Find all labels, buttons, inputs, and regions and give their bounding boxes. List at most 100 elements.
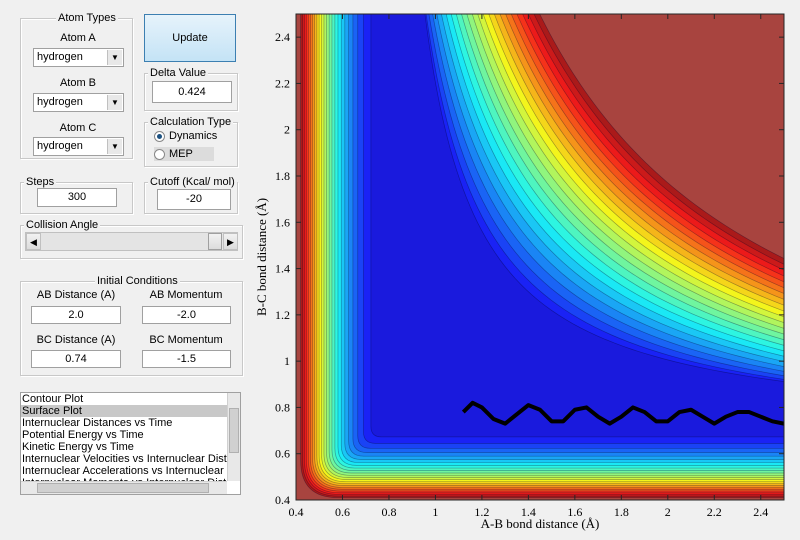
field-input[interactable]: -1.5 xyxy=(142,350,231,368)
steps-input[interactable]: 300 xyxy=(37,188,117,207)
list-item[interactable]: Surface Plot xyxy=(21,405,227,417)
y-tick-label: 2.4 xyxy=(275,30,290,44)
cutoff-panel: Cutoff (Kcal/ mol) xyxy=(144,176,238,214)
y-tick-label: 2.2 xyxy=(275,76,290,90)
radio-dot[interactable] xyxy=(154,148,165,160)
list-item[interactable]: Internuclear Distances vs Time xyxy=(22,417,173,429)
scroll-thumb[interactable] xyxy=(229,408,239,453)
atom-select[interactable]: hydrogen ▼ xyxy=(33,93,124,112)
panel-title: Calculation Type xyxy=(148,116,234,129)
select-value: hydrogen xyxy=(37,96,83,108)
calc-type-panel: Calculation Type xyxy=(144,116,238,167)
x-tick-label: 1.8 xyxy=(614,505,629,519)
surface-background xyxy=(296,14,784,500)
contour-band xyxy=(352,14,784,453)
y-tick-label: 1 xyxy=(284,354,290,368)
slider-thumb[interactable] xyxy=(208,233,222,250)
contour-band xyxy=(302,14,784,497)
contour-band xyxy=(357,14,784,449)
initial-conditions-panel: Initial Conditions xyxy=(20,275,243,376)
list-item[interactable]: Kinetic Energy vs Time xyxy=(22,441,134,453)
contour-band xyxy=(321,14,784,480)
select-value: hydrogen xyxy=(37,140,83,152)
contour-band xyxy=(323,14,784,478)
vertical-scrollbar[interactable] xyxy=(227,393,240,481)
y-tick-label: 0.8 xyxy=(275,400,290,414)
update-button[interactable]: Update xyxy=(144,14,236,62)
y-tick-label: 1.2 xyxy=(275,308,290,322)
field-label: BC Distance (A) xyxy=(36,334,116,346)
x-tick-label: 0.4 xyxy=(289,505,304,519)
field-label: AB Momentum xyxy=(149,289,223,301)
angle-slider[interactable]: ◀ ▶ xyxy=(25,232,238,251)
delta-input[interactable]: 0.424 xyxy=(152,81,232,103)
panel-title: Cutoff (Kcal/ mol) xyxy=(148,176,237,189)
horizontal-scrollbar[interactable] xyxy=(21,481,227,494)
atom-label: Atom B xyxy=(59,77,97,89)
cutoff-input[interactable]: -20 xyxy=(157,189,231,210)
field-input[interactable]: 2.0 xyxy=(31,306,121,324)
contour-band xyxy=(363,14,784,444)
y-tick-label: 1.4 xyxy=(275,262,290,276)
radio-label: MEP xyxy=(169,148,193,160)
contour-band xyxy=(331,14,784,471)
x-tick-label: 0.6 xyxy=(335,505,350,519)
list-item[interactable]: Internuclear Accelerations vs Internucle… xyxy=(22,465,227,477)
trajectory-line xyxy=(461,400,784,426)
contour-band xyxy=(337,14,784,466)
list-item[interactable]: Contour Plot xyxy=(22,393,84,405)
atom-label: Atom A xyxy=(60,32,96,44)
radio-dot[interactable] xyxy=(154,130,165,142)
steps-panel: Steps xyxy=(20,176,133,214)
field-input[interactable]: -2.0 xyxy=(142,306,231,324)
contour-band xyxy=(326,14,784,476)
y-axis-label: B-C bond distance (Å) xyxy=(254,198,269,316)
list-item[interactable]: Potential Energy vs Time xyxy=(22,429,144,441)
contour-band xyxy=(310,14,784,490)
scroll-thumb[interactable] xyxy=(37,483,209,493)
contour-band xyxy=(348,14,784,457)
dropdown-arrow[interactable]: ▼ xyxy=(107,139,122,154)
dropdown-arrow[interactable]: ▼ xyxy=(107,50,122,65)
panel-title: Steps xyxy=(24,176,57,189)
dropdown-arrow[interactable]: ▼ xyxy=(107,95,122,110)
contour-band xyxy=(304,14,784,495)
panel-title: Collision Angle xyxy=(24,219,101,232)
x-tick-label: 2.2 xyxy=(707,505,722,519)
contour-band xyxy=(312,14,784,488)
contour-band xyxy=(307,14,784,492)
panel-title: Atom Types xyxy=(56,12,118,25)
atom-label: Atom C xyxy=(59,122,97,134)
y-tick-label: 0.6 xyxy=(275,447,290,461)
y-tick-label: 1.6 xyxy=(275,215,290,229)
panel-title: Initial Conditions xyxy=(95,275,180,288)
contour-band xyxy=(314,14,784,486)
field-input[interactable]: 0.74 xyxy=(31,350,121,368)
atom-select[interactable]: hydrogen ▼ xyxy=(33,137,124,156)
x-axis-label: A-B bond distance (Å) xyxy=(481,516,600,531)
contour-band xyxy=(328,14,784,474)
select-value: hydrogen xyxy=(37,51,83,63)
list-item[interactable]: Internuclear Velocities vs Internuclear … xyxy=(22,453,227,465)
contour-band xyxy=(370,14,784,438)
x-tick-label: 1.2 xyxy=(474,505,489,519)
collision-panel: Collision Angle xyxy=(20,219,243,259)
contour-band xyxy=(306,14,784,494)
y-tick-label: 1.8 xyxy=(275,169,290,183)
contour-band xyxy=(334,14,784,469)
x-tick-label: 1 xyxy=(432,505,438,519)
slider-right-arrow[interactable]: ▶ xyxy=(223,233,238,250)
panel-title: Delta Value xyxy=(148,67,209,80)
plot-listbox[interactable]: Contour Plot Surface Plot Internuclear Dis… xyxy=(20,392,241,495)
y-tick-label: 0.4 xyxy=(275,493,290,507)
contour-band xyxy=(300,14,784,499)
radio-option[interactable]: MEP xyxy=(154,147,214,161)
slider-left-arrow[interactable]: ◀ xyxy=(26,233,41,250)
x-tick-label: 2.4 xyxy=(753,505,768,519)
potential-surface xyxy=(296,14,784,500)
atom-select[interactable]: hydrogen ▼ xyxy=(33,48,124,67)
radio-label: Dynamics xyxy=(169,130,218,142)
radio-option[interactable]: Dynamics xyxy=(154,129,217,143)
x-tick-label: 2 xyxy=(665,505,671,519)
